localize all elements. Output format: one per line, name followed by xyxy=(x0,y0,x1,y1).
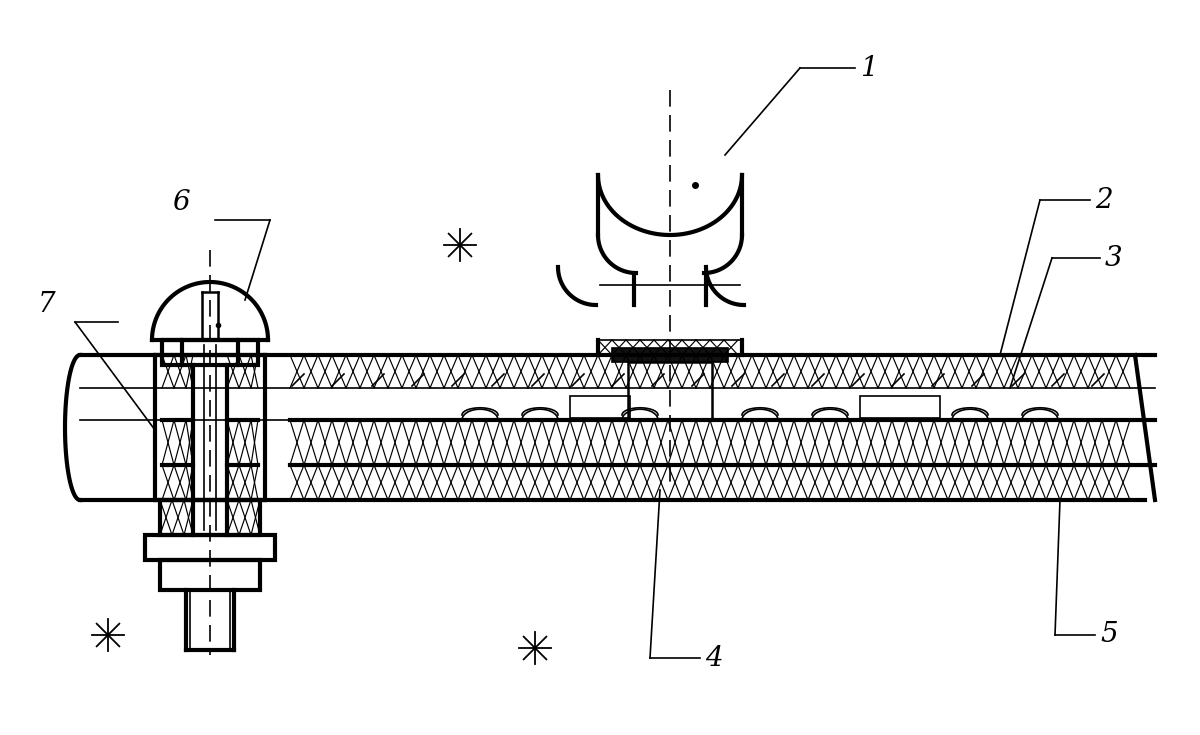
Bar xyxy=(570,396,630,418)
Bar xyxy=(160,500,260,535)
Text: 6: 6 xyxy=(172,189,190,216)
Text: 2: 2 xyxy=(1096,187,1112,213)
Bar xyxy=(612,348,728,362)
Text: 3: 3 xyxy=(1105,245,1123,271)
Text: 4: 4 xyxy=(706,645,722,672)
Bar xyxy=(162,340,258,365)
Text: 1: 1 xyxy=(860,54,877,82)
Bar xyxy=(160,560,260,590)
Bar xyxy=(628,362,712,420)
Text: 5: 5 xyxy=(1100,622,1117,648)
Bar xyxy=(145,535,275,560)
Text: 7: 7 xyxy=(38,291,55,318)
Bar xyxy=(860,396,940,418)
